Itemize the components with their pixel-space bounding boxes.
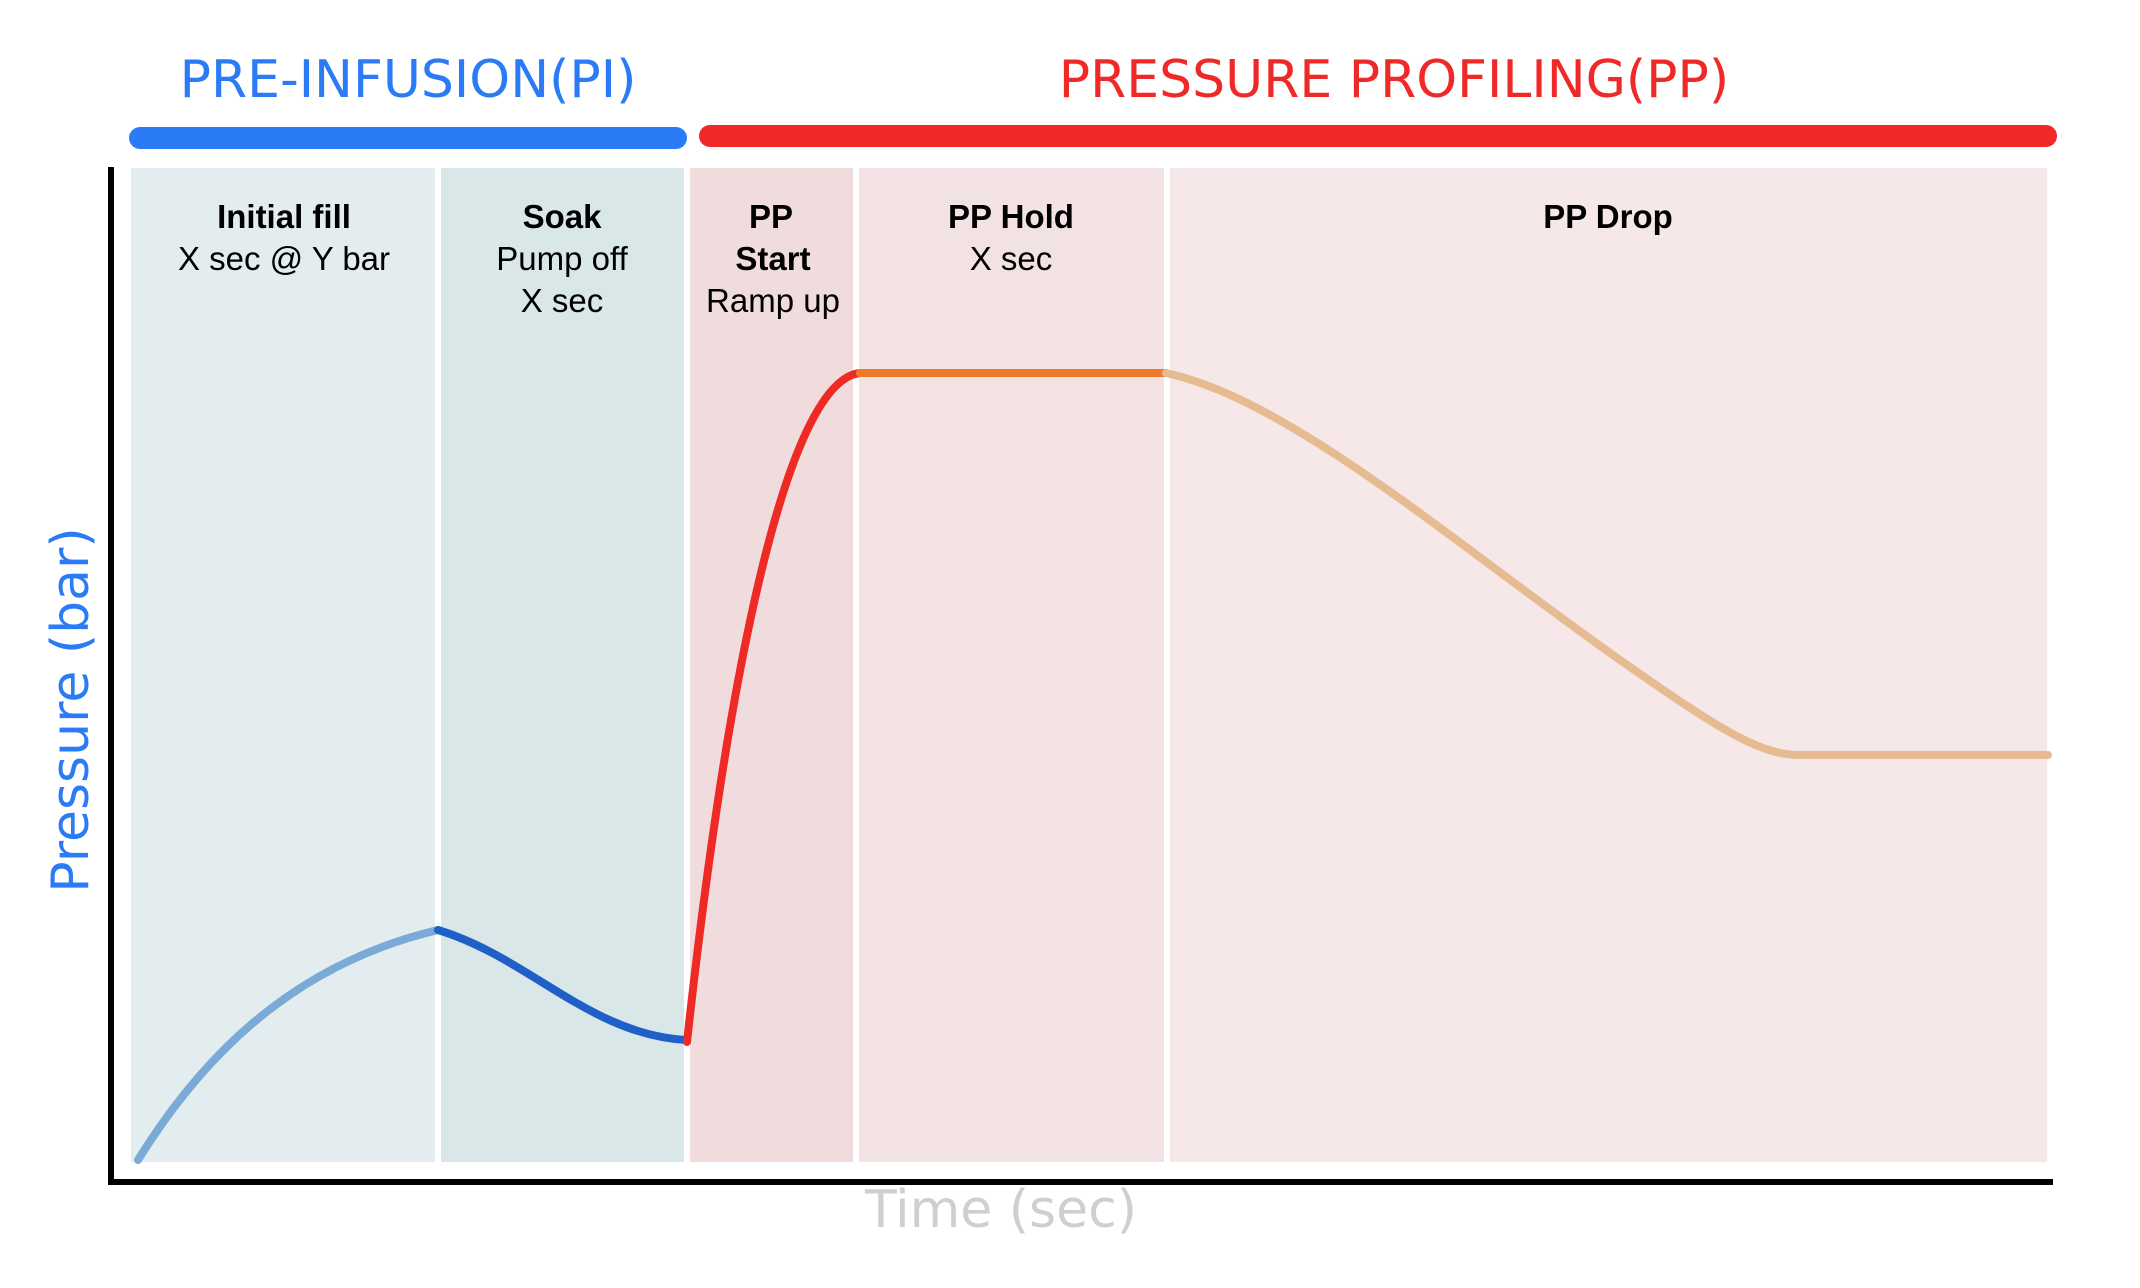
phase-title-pi: PRE-INFUSION(PI): [180, 50, 637, 110]
stage-title: PP: [749, 198, 793, 235]
stage-detail: Pump off: [496, 240, 628, 277]
curve-initial-fill: [134, 926, 442, 1164]
stage-label-pp-start: PP Start Ramp up: [706, 198, 840, 319]
stage-title: Soak: [523, 198, 603, 235]
stage-bg-pp-drop: [1170, 168, 2047, 1162]
stage-label-pp-hold: PP Hold X sec: [948, 198, 1074, 277]
y-axis-label: Pressure (bar): [41, 527, 101, 892]
stage-title: Initial fill: [217, 198, 351, 235]
phase-pp: PRESSURE PROFILING(PP): [699, 50, 2057, 147]
stage-detail: X sec: [970, 240, 1053, 277]
stage-label-soak: Soak Pump off X sec: [496, 198, 628, 319]
axes: Time (sec) Pressure (bar): [41, 167, 2053, 1240]
stage-detail: X sec @ Y bar: [178, 240, 390, 277]
stage-label-pp-drop: PP Drop: [1543, 198, 1673, 235]
phase-title-pp: PRESSURE PROFILING(PP): [1059, 50, 1729, 110]
stage-title: Start: [735, 240, 810, 277]
curve-soak: [434, 926, 691, 1044]
stage-bg-initial-fill: [131, 168, 435, 1162]
stage-detail: X sec: [521, 282, 604, 319]
stage-title: PP Hold: [948, 198, 1074, 235]
stage-backgrounds: [131, 168, 2047, 1162]
phase-pi: PRE-INFUSION(PI): [129, 50, 687, 149]
stage-bg-pp-start: [690, 168, 853, 1162]
stage-title: PP Drop: [1543, 198, 1673, 235]
stage-detail: Ramp up: [706, 282, 840, 319]
x-axis-label: Time (sec): [864, 1180, 1137, 1240]
curve-pp-start: [683, 369, 864, 1046]
pressure-curve: [134, 369, 2052, 1164]
stage-bg-pp-hold: [859, 168, 1164, 1162]
stage-label-initial-fill: Initial fill X sec @ Y bar: [178, 198, 390, 277]
curve-pp-drop: [1162, 369, 2052, 759]
